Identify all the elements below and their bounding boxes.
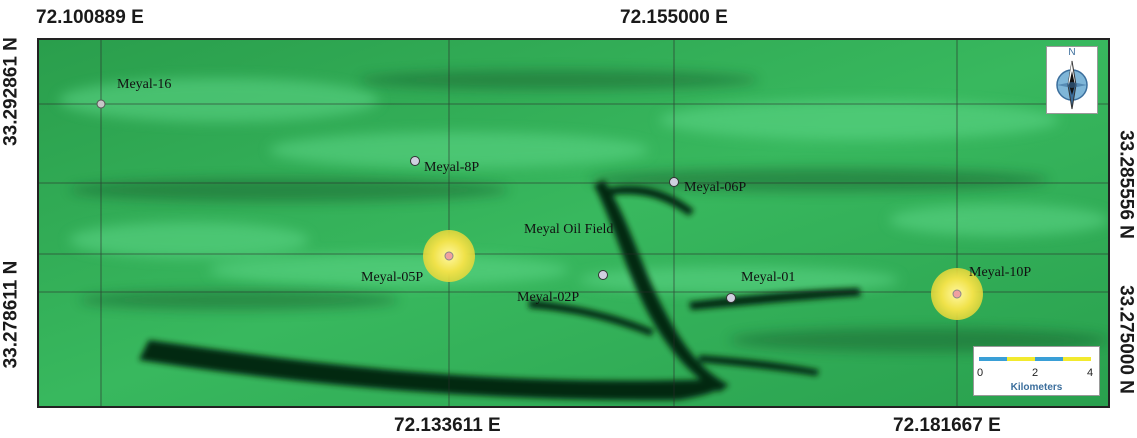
well-label-meyal-10p: Meyal-10P bbox=[969, 265, 1032, 280]
coord-top-2: 72.155000 E bbox=[620, 7, 728, 28]
scale-tick-4: 4 bbox=[1087, 367, 1094, 379]
scale-bar: 0 2 4 Kilometers bbox=[973, 346, 1100, 396]
north-letter: N bbox=[1068, 47, 1076, 58]
scale-segment bbox=[979, 357, 1007, 361]
coord-bottom-2: 72.181667 E bbox=[893, 415, 1001, 436]
scale-segment bbox=[1035, 357, 1063, 361]
oil-field-label: Meyal Oil Field bbox=[524, 222, 614, 237]
coord-left-2: 33.278611 N bbox=[0, 260, 22, 369]
scale-segment bbox=[1007, 357, 1035, 361]
well-marker-meyal-06p bbox=[669, 177, 679, 187]
north-arrow: N bbox=[1046, 46, 1098, 114]
well-label-meyal-8p: Meyal-8P bbox=[424, 160, 480, 175]
scale-segment bbox=[1063, 357, 1091, 361]
well-marker-meyal-16 bbox=[96, 99, 106, 109]
well-marker-meyal-01 bbox=[726, 293, 736, 303]
coord-left-1: 33.292861 N bbox=[0, 37, 22, 146]
well-markers bbox=[96, 99, 962, 303]
scale-tick-2: 2 bbox=[1032, 367, 1039, 379]
coord-top-1: 72.100889 E bbox=[36, 7, 144, 28]
compass-north-arrow-icon bbox=[1056, 60, 1088, 110]
well-label-meyal-01: Meyal-01 bbox=[741, 270, 796, 285]
well-marker-meyal-8p bbox=[410, 156, 420, 166]
map-frame[interactable]: Meyal-16 Meyal-8P Meyal-06P Meyal-05P Me… bbox=[37, 38, 1110, 408]
coord-bottom-1: 72.133611 E bbox=[394, 415, 501, 436]
well-marker-meyal-05p bbox=[444, 251, 454, 261]
well-marker-meyal-02p bbox=[598, 270, 608, 280]
well-label-meyal-06p: Meyal-06P bbox=[684, 180, 747, 195]
well-marker-meyal-10p bbox=[952, 289, 962, 299]
well-label-meyal-05p: Meyal-05P bbox=[361, 270, 424, 285]
scale-tick-0: 0 bbox=[977, 367, 984, 379]
coord-right-1: 33.285556 N bbox=[1115, 130, 1137, 239]
well-label-meyal-02p: Meyal-02P bbox=[517, 290, 580, 305]
coord-right-2: 33.275000 N bbox=[1115, 285, 1137, 394]
well-label-meyal-16: Meyal-16 bbox=[117, 77, 172, 92]
scale-unit: Kilometers bbox=[1010, 382, 1063, 393]
terrain-map bbox=[39, 40, 1108, 406]
